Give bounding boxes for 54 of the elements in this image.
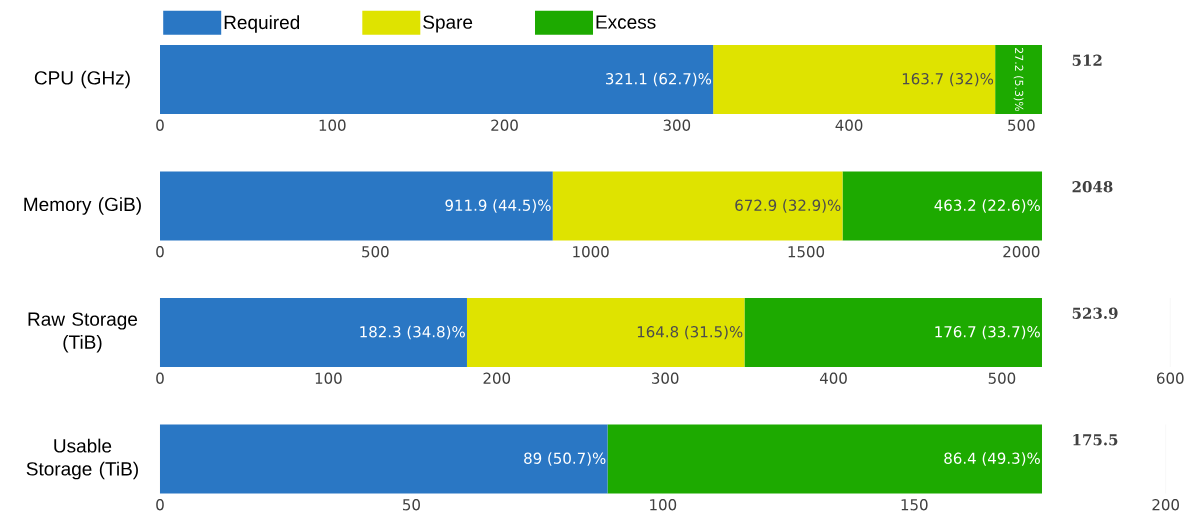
data-label: 27.2 (5.3)% <box>1013 48 1024 112</box>
data-label: 463.2 (22.6)% <box>934 199 1040 213</box>
x-tick-label: 1000 <box>573 246 609 258</box>
total-label: 2048 <box>1072 181 1113 193</box>
y-tick-label: CPU (GHz) <box>34 70 130 89</box>
x-tick-label: 200 <box>483 372 511 384</box>
bar <box>466 298 745 368</box>
x-tick-label: 600 <box>1157 372 1184 384</box>
x-tick-label: 500 <box>362 246 389 258</box>
x-tick-label: 100 <box>650 499 677 511</box>
data-label: 321.1 (62.7)% <box>606 72 712 87</box>
legend-label: Required <box>224 15 300 33</box>
x-tick-label: 0 <box>156 119 164 131</box>
y-tick-label: Raw Storage (TiB) <box>28 312 138 353</box>
bar <box>160 171 553 241</box>
x-tick-label: 100 <box>319 119 346 131</box>
x-tick-label: 400 <box>835 119 863 131</box>
total-label: 512 <box>1072 54 1102 66</box>
data-label: 176.7 (33.7)% <box>935 325 1040 340</box>
bar <box>160 298 467 368</box>
x-tick-label: 50 <box>403 499 420 511</box>
bar <box>842 171 1043 241</box>
legend-label: Spare <box>423 15 473 33</box>
data-label: 164.8 (31.5)% <box>637 325 743 340</box>
x-tick-label: 0 <box>156 499 164 511</box>
x-tick-label: 500 <box>1008 119 1035 131</box>
bar <box>744 298 1042 368</box>
bar <box>995 45 1043 114</box>
y-tick-label: Usable Storage (TiB) <box>26 438 138 480</box>
legend-label: Excess <box>596 15 656 29</box>
data-label: 86.4 (49.3)% <box>944 452 1040 466</box>
x-tick-label: 0 <box>156 246 164 258</box>
x-tick-label: 100 <box>315 372 342 384</box>
x-tick-label: 150 <box>901 499 928 511</box>
bar <box>713 45 996 114</box>
data-label: 911.9 (44.5)% <box>445 199 551 213</box>
x-tick-label: 200 <box>491 119 518 131</box>
total-label: 523.9 <box>1072 307 1118 319</box>
bar <box>160 45 714 114</box>
x-tick-label: 300 <box>663 119 691 131</box>
y-tick-label: Memory (GiB) <box>24 197 141 215</box>
data-label: 89 (50.7)% <box>524 452 606 466</box>
x-tick-label: 1500 <box>788 246 825 258</box>
x-tick-label: 2000 <box>1003 246 1040 258</box>
x-tick-label: 0 <box>156 372 164 384</box>
data-label: 163.7 (32)% <box>902 72 994 87</box>
x-tick-label: 400 <box>819 372 847 384</box>
x-tick-label: 500 <box>988 372 1016 384</box>
x-tick-label: 300 <box>651 372 679 384</box>
x-tick-label: 200 <box>1152 499 1179 511</box>
data-label: 182.3 (34.8)% <box>360 325 465 340</box>
total-label: 175.5 <box>1073 434 1118 446</box>
bar <box>552 171 843 241</box>
data-label: 672.9 (32.9)% <box>735 199 841 213</box>
